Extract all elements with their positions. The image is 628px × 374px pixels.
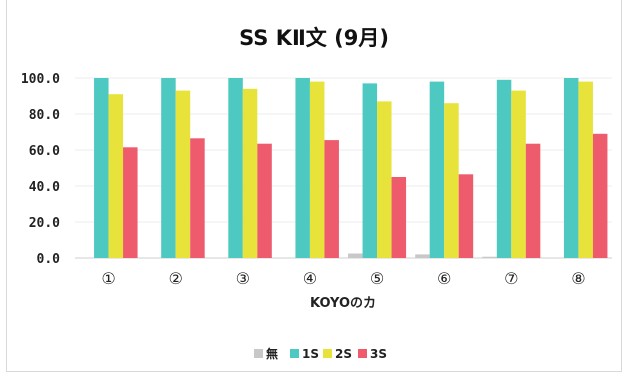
bar-3S-3 [257,143,272,258]
legend-label: 2S [335,347,352,361]
y-tick-label: 100.0 [21,72,60,87]
bar-3S-6 [458,174,474,258]
legend-label: 無 [266,346,278,361]
bar-無-6 [415,254,430,258]
bar-2S-6 [444,103,459,258]
x-tick-label: ③ [236,269,250,288]
x-tick-label: ① [101,269,115,288]
x-tick-label: ⑦ [504,269,518,288]
bar-2S-4 [309,81,325,258]
y-tick-label: 20.0 [29,216,60,231]
legend-label: 3S [370,347,387,361]
bar-2S-3 [242,88,258,258]
x-axis-ticks: ① ② ③ ④ ⑤ ⑥ ⑦ ⑧ [101,269,585,288]
bar-3S-4 [324,140,339,258]
bar-無-7 [482,256,497,258]
bar-1S-6 [429,81,445,258]
bar-1S-1 [94,78,109,258]
bar-1S-8 [563,78,579,258]
bar-1S-5 [362,83,378,259]
y-tick-label: 40.0 [29,180,60,195]
bar-1S-2 [161,78,176,258]
bar-3S-1 [123,147,138,258]
legend-swatch [323,349,332,358]
bar-無-5 [348,253,363,258]
x-tick-label: ⑥ [437,269,451,288]
legend-label: 1S [302,347,319,361]
x-tick-label: ⑧ [571,269,585,288]
bar-1S-3 [228,78,243,258]
chart-frame [6,0,622,372]
legend-swatch [254,349,263,358]
legend-swatch [290,349,299,358]
y-tick-label: 60.0 [29,144,60,159]
x-axis-label: KOYOのカ [310,296,376,311]
bars [94,78,608,259]
y-axis-ticks: 0.0 20.0 40.0 60.0 80.0 100.0 [21,72,60,267]
bar-3S-7 [525,143,541,258]
bar-3S-2 [190,138,205,258]
y-tick-label: 0.0 [37,252,61,267]
x-tick-label: ⑤ [370,269,384,288]
bar-2S-2 [175,90,191,258]
legend: 無 1S 2S 3S [254,346,387,361]
bar-2S-7 [511,90,526,258]
bar-1S-7 [496,79,512,258]
chart-title: SS KⅡ文 (9月) [239,26,389,50]
x-tick-label: ④ [303,269,317,288]
bar-1S-4 [295,78,310,258]
legend-swatch [358,349,367,358]
x-tick-label: ② [169,269,183,288]
y-tick-label: 80.0 [29,108,60,123]
bar-2S-8 [578,81,593,258]
bar-3S-5 [391,177,407,258]
bar-2S-1 [108,94,124,258]
bar-2S-5 [377,101,392,259]
bar-3S-8 [592,133,608,258]
